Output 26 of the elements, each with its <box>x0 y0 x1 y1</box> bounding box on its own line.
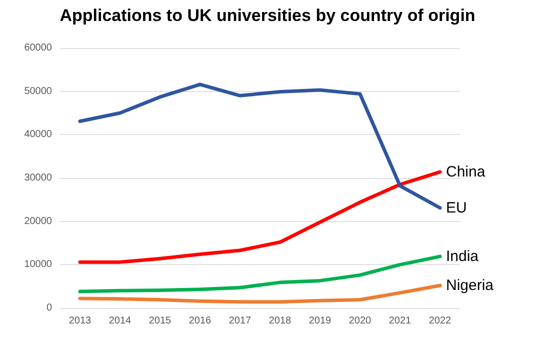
line-series <box>78 254 442 294</box>
x-tick-label: 2019 <box>308 316 332 326</box>
line-series <box>78 284 442 304</box>
y-tick-label: 30000 <box>24 172 52 184</box>
line-series <box>78 82 442 210</box>
series-label: China <box>446 163 486 180</box>
x-tick-label: 2014 <box>108 316 132 326</box>
x-tick-label: 2015 <box>148 316 172 326</box>
series-label: EU <box>446 199 467 216</box>
y-tick-label: 0 <box>46 302 52 314</box>
x-tick-label: 2016 <box>188 316 212 326</box>
x-tick-label: 2018 <box>268 316 292 326</box>
y-tick-label: 40000 <box>24 129 52 140</box>
line-series <box>78 170 442 264</box>
y-tick-label: 20000 <box>24 216 52 227</box>
x-tick-label: 2021 <box>388 316 412 326</box>
x-tick-label: 2013 <box>68 316 92 326</box>
series-label: India <box>446 248 480 265</box>
x-tick-label: 2022 <box>428 316 452 326</box>
y-tick-label: 10000 <box>24 259 52 270</box>
y-tick-label: 60000 <box>24 42 52 54</box>
x-tick-label: 2017 <box>228 316 252 326</box>
y-tick-label: 50000 <box>24 86 52 97</box>
x-tick-label: 2020 <box>348 316 372 326</box>
series-label: Nigeria <box>446 276 494 294</box>
chart-title: Applications to UK universities by country of origin <box>60 6 476 25</box>
